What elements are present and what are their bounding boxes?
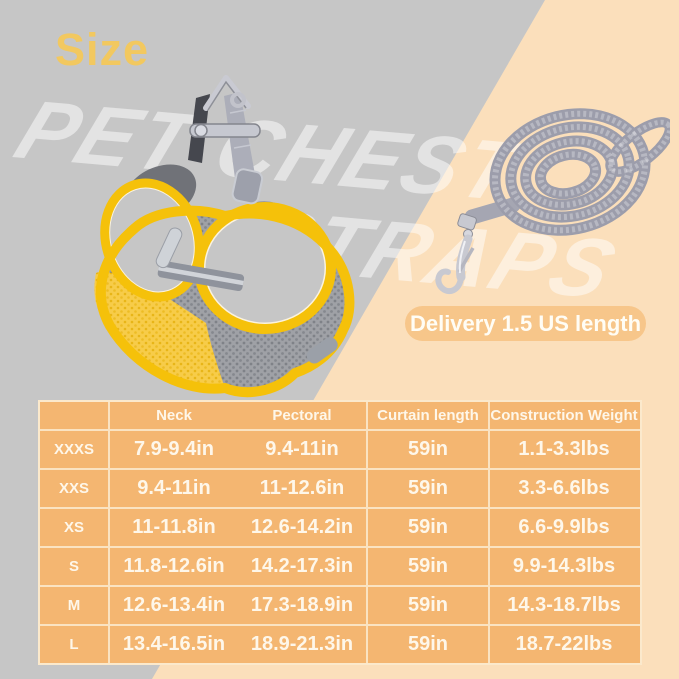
curtain-value: 59in <box>368 431 490 468</box>
table-row: XXXS 7.9-9.4in 9.4-11in 59in 1.1-3.3lbs <box>40 431 640 470</box>
size-table: Neck Pectoral Curtain length Constructio… <box>38 400 642 665</box>
header-neck-pectoral: Neck Pectoral <box>110 402 368 429</box>
delivery-badge: Delivery 1.5 US length <box>405 306 646 341</box>
curtain-value: 59in <box>368 587 490 624</box>
curtain-value: 59in <box>368 548 490 585</box>
weight-value: 6.6-9.9lbs <box>518 516 610 538</box>
curtain-value: 59in <box>368 470 490 507</box>
table-row: S 11.8-12.6in 14.2-17.3in 59in 9.9-14.3lb… <box>40 548 640 587</box>
header-pectoral: Pectoral <box>272 407 332 424</box>
header-curtain-length: Curtain length <box>368 402 490 429</box>
pectoral-value: 12.6-14.2in <box>250 516 354 538</box>
pectoral-value: 18.9-21.3in <box>250 633 354 655</box>
neck-value: 7.9-9.4in <box>133 438 215 460</box>
table-row: L 13.4-16.5in 18.9-21.3in 59in 18.7-22lbs <box>40 626 640 663</box>
pectoral-value: 11-12.6in <box>259 477 345 499</box>
header-size <box>40 402 110 429</box>
pectoral-value: 9.4-11in <box>265 438 339 460</box>
table-header-row: Neck Pectoral Curtain length Constructio… <box>40 402 640 431</box>
size-label: M <box>40 587 110 624</box>
neck-value: 12.6-13.4in <box>122 594 226 616</box>
pectoral-value: 14.2-17.3in <box>250 555 354 577</box>
leash-illustration-icon <box>435 108 670 295</box>
pectoral-value: 17.3-18.9in <box>250 594 354 616</box>
curtain-value: 59in <box>368 626 490 663</box>
neck-value: 13.4-16.5in <box>122 633 226 655</box>
size-label: XXXS <box>40 431 110 468</box>
weight-value: 18.7-22lbs <box>515 633 613 655</box>
header-construction-weight: Construction Weight <box>490 407 638 424</box>
reflective-strap <box>157 260 245 292</box>
size-label: L <box>40 626 110 663</box>
harness-buckle-icon <box>189 123 261 138</box>
neck-value: 11.8-12.6in <box>123 555 225 577</box>
size-label: XXS <box>40 470 110 507</box>
weight-value: 1.1-3.3lbs <box>518 438 610 460</box>
page-title: Size <box>55 24 150 75</box>
header-neck: Neck <box>156 407 192 424</box>
table-row: XS 11-11.8in 12.6-14.2in 59in 6.6-9.9lbs <box>40 509 640 548</box>
weight-value: 9.9-14.3lbs <box>512 555 616 577</box>
harness-illustration-icon <box>94 75 355 398</box>
weight-value: 3.3-6.6lbs <box>518 477 610 499</box>
table-row: XXS 9.4-11in 11-12.6in 59in 3.3-6.6lbs <box>40 470 640 509</box>
size-label: XS <box>40 509 110 546</box>
neck-value: 11-11.8in <box>132 516 216 538</box>
curtain-value: 59in <box>368 509 490 546</box>
neck-value: 9.4-11in <box>137 477 211 499</box>
table-row: M 12.6-13.4in 17.3-18.9in 59in 14.3-18.7l… <box>40 587 640 626</box>
snap-hook-icon <box>435 213 477 295</box>
size-label: S <box>40 548 110 585</box>
weight-value: 14.3-18.7lbs <box>507 594 621 616</box>
